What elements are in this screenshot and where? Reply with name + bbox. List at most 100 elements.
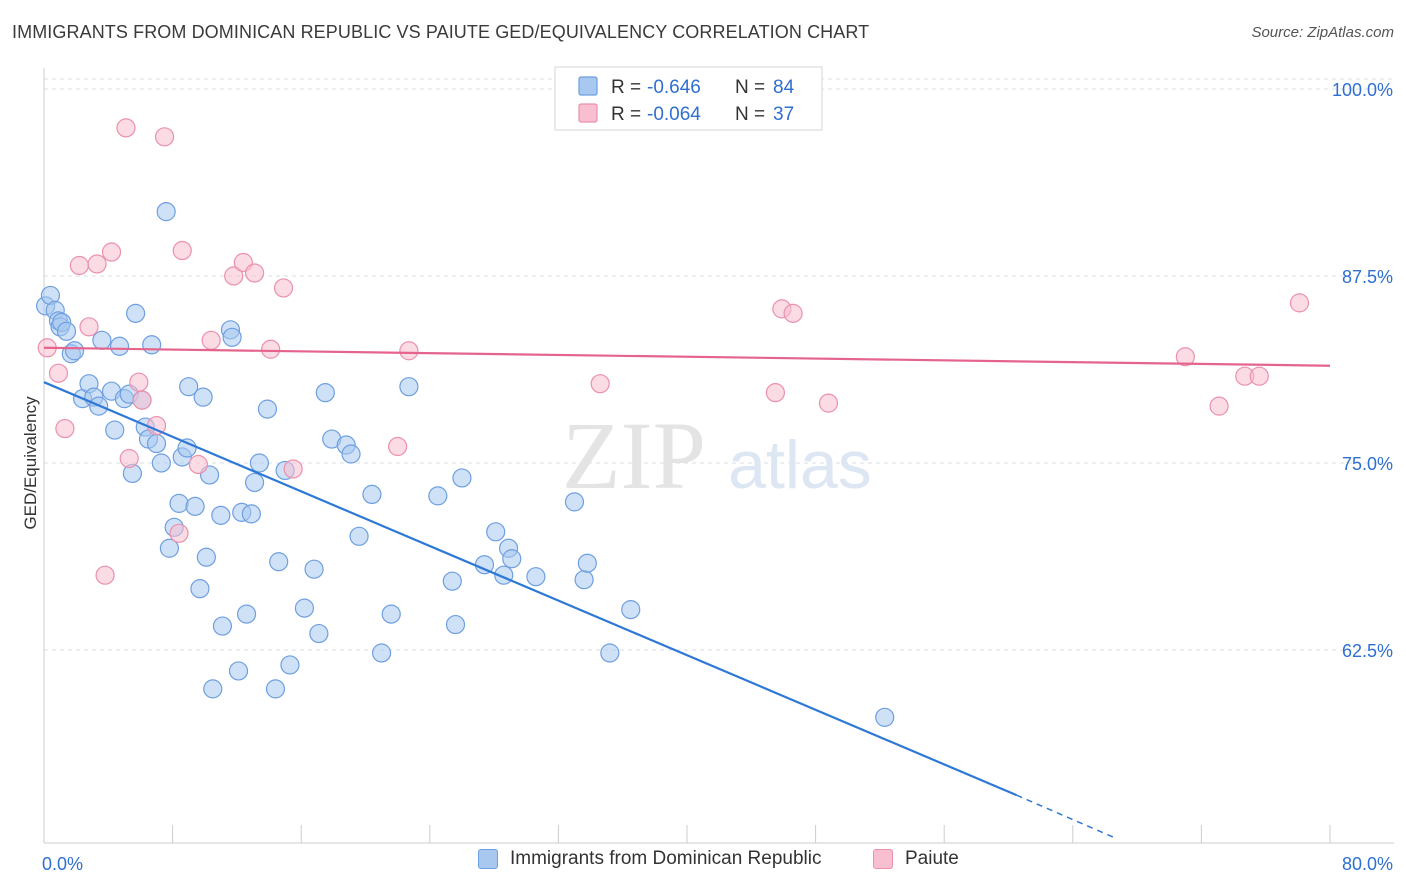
series-dominican-points bbox=[36, 202, 895, 727]
data-point-paiute bbox=[1289, 293, 1310, 313]
data-point-paiute bbox=[201, 330, 221, 350]
data-point-dominican bbox=[442, 571, 462, 591]
legend-r-label: R = bbox=[611, 77, 641, 98]
legend-n-label: N = bbox=[735, 77, 765, 98]
data-point-paiute bbox=[79, 317, 99, 337]
data-point-paiute bbox=[87, 254, 107, 274]
data-point-paiute bbox=[590, 374, 610, 394]
legend-item-dominican[interactable]: Immigrants from Dominican Republic bbox=[478, 848, 822, 870]
data-point-paiute bbox=[244, 263, 265, 283]
data-point-paiute bbox=[783, 303, 803, 323]
data-point-paiute bbox=[399, 341, 419, 361]
axes bbox=[43, 68, 1394, 844]
data-point-paiute bbox=[129, 372, 149, 392]
legend-bottom: Immigrants from Dominican Republic Paiut… bbox=[0, 848, 1406, 880]
data-point-dominican bbox=[212, 616, 233, 636]
legend-swatch-dominican bbox=[478, 849, 498, 869]
legend-r-value: -0.646 bbox=[647, 77, 701, 98]
watermark: ZIP atlas bbox=[562, 402, 872, 509]
trend-line-dominican-extension bbox=[1016, 794, 1114, 838]
data-point-dominican bbox=[105, 420, 125, 440]
data-point-dominican bbox=[177, 438, 197, 458]
data-point-dominican bbox=[151, 453, 171, 473]
data-point-paiute bbox=[154, 127, 175, 147]
data-point-dominican bbox=[142, 335, 162, 355]
data-point-paiute bbox=[116, 118, 136, 138]
data-point-dominican bbox=[269, 552, 289, 572]
data-point-dominican bbox=[280, 655, 300, 675]
data-point-paiute bbox=[1209, 396, 1229, 416]
y-tick-label: 62.5% bbox=[1342, 641, 1393, 661]
data-point-paiute bbox=[95, 565, 115, 585]
data-point-dominican bbox=[399, 377, 419, 397]
data-point-paiute bbox=[48, 363, 69, 383]
data-point-dominican bbox=[169, 493, 189, 513]
data-point-dominican bbox=[190, 579, 210, 599]
data-point-dominican bbox=[600, 643, 620, 663]
data-point-dominican bbox=[196, 547, 216, 567]
data-point-dominican bbox=[428, 486, 448, 506]
data-point-dominican bbox=[92, 330, 112, 350]
y-tick-label: 100.0% bbox=[1332, 80, 1393, 100]
data-point-dominican bbox=[146, 433, 167, 454]
y-tick-label: 75.0% bbox=[1342, 454, 1393, 474]
data-point-dominican bbox=[265, 679, 286, 699]
legend-swatch-blue bbox=[578, 76, 598, 96]
data-point-dominican bbox=[371, 643, 392, 663]
data-point-paiute bbox=[55, 418, 75, 439]
data-point-dominican bbox=[249, 453, 270, 473]
legend-r-value: -0.064 bbox=[647, 104, 701, 125]
data-point-dominican bbox=[349, 526, 369, 546]
legend-swatch-pink bbox=[578, 103, 598, 123]
data-point-dominican bbox=[203, 679, 223, 699]
y-tick-label: 87.5% bbox=[1342, 267, 1393, 287]
data-point-paiute bbox=[1249, 366, 1269, 386]
data-point-paiute bbox=[101, 242, 122, 262]
data-point-paiute bbox=[69, 255, 89, 276]
data-point-paiute bbox=[388, 436, 408, 457]
x-tick-label-max: 80.0% bbox=[1342, 854, 1393, 874]
data-point-dominican bbox=[309, 623, 329, 644]
data-point-dominican bbox=[185, 496, 205, 516]
legend-box bbox=[554, 66, 823, 131]
data-point-dominican bbox=[241, 504, 261, 524]
data-point-paiute bbox=[172, 240, 192, 261]
data-point-paiute bbox=[224, 266, 244, 286]
data-point-paiute bbox=[283, 459, 303, 479]
data-point-dominican bbox=[381, 604, 401, 624]
data-point-dominican bbox=[294, 598, 315, 618]
data-point-dominican bbox=[126, 303, 146, 323]
data-point-paiute bbox=[261, 339, 281, 359]
legend-top: R = -0.646 N = 84 R = -0.064 N = 37 bbox=[554, 66, 823, 131]
legend-item-paiute[interactable]: Paiute bbox=[873, 848, 959, 870]
chart-title: IMMIGRANTS FROM DOMINICAN REPUBLIC VS PA… bbox=[12, 22, 870, 42]
data-point-dominican bbox=[257, 399, 278, 419]
data-point-dominican bbox=[362, 484, 382, 504]
data-point-dominican bbox=[875, 707, 895, 727]
data-point-dominican bbox=[228, 661, 249, 681]
data-point-paiute bbox=[132, 390, 152, 410]
legend-r-label: R = bbox=[611, 104, 641, 125]
data-point-dominican bbox=[109, 336, 130, 356]
data-point-dominican bbox=[222, 327, 242, 347]
legend-n-value: 84 bbox=[773, 77, 795, 98]
y-axis-label: GED/Equivalency bbox=[21, 396, 40, 530]
data-point-dominican bbox=[486, 522, 506, 542]
data-point-dominican bbox=[236, 604, 257, 624]
legend-n-label: N = bbox=[735, 104, 765, 125]
source-label: Source: ZipAtlas.com bbox=[1251, 24, 1394, 41]
series-paiute-points bbox=[37, 118, 1310, 585]
data-point-paiute bbox=[1175, 347, 1195, 367]
data-point-paiute bbox=[169, 523, 189, 543]
data-point-dominican bbox=[244, 472, 265, 493]
data-point-dominican bbox=[502, 549, 522, 569]
trend-line-paiute bbox=[43, 346, 1331, 367]
x-tick-labels: 0.0% 80.0% bbox=[42, 854, 1393, 874]
data-point-dominican bbox=[526, 567, 546, 587]
data-point-dominican bbox=[211, 505, 231, 525]
data-point-dominican bbox=[341, 444, 361, 464]
watermark-atlas: atlas bbox=[728, 427, 872, 503]
legend-swatch-paiute bbox=[873, 849, 893, 869]
data-point-dominican bbox=[159, 538, 179, 558]
